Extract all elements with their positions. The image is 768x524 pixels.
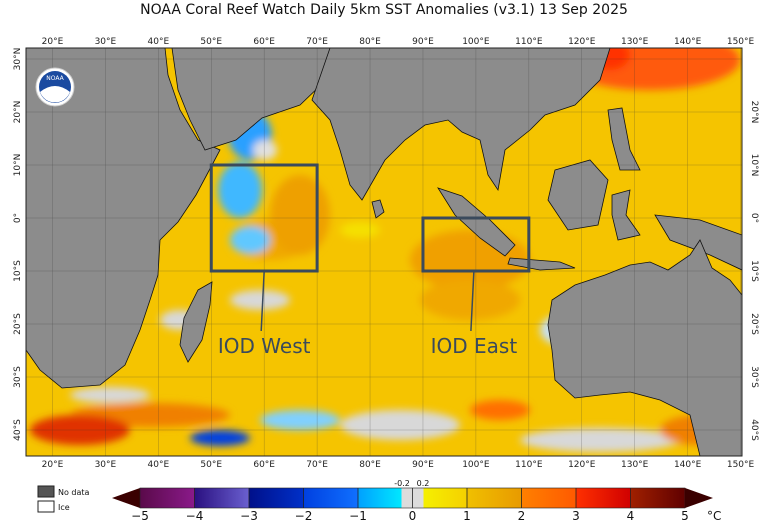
lon-tick-top: 70°E [306, 37, 328, 47]
lat-tick-right: 40°S [749, 419, 759, 441]
lat-tick-left: 20°S [13, 313, 23, 335]
colorbar-label: −1 [349, 509, 367, 523]
svg-text:NOAA: NOAA [46, 75, 64, 82]
lon-tick-bottom: 120°E [568, 460, 596, 470]
lon-tick-top: 100°E [462, 37, 490, 47]
lat-tick-left: 40°S [13, 419, 23, 441]
lat-tick-right: 0° [749, 213, 759, 223]
lon-tick-bottom: 140°E [674, 460, 702, 470]
java [507, 257, 576, 271]
colorbar-label: 5 [681, 509, 689, 523]
lon-tick-top: 120°E [568, 37, 596, 47]
region-boxes: IOD West IOD East [209, 163, 531, 358]
colorbar-label: 4 [627, 509, 635, 523]
lon-tick-bottom: 30°E [95, 460, 117, 470]
noaa-logo: NOAA [35, 67, 75, 107]
lon-tick-top: 50°E [200, 37, 222, 47]
graticule [26, 48, 742, 456]
lon-tick-top: 90°E [412, 37, 434, 47]
lon-tick-bottom: 40°E [148, 460, 170, 470]
lon-tick-bottom: 90°E [412, 460, 434, 470]
legend: No data Ice [37, 485, 90, 513]
colorbar-high-extension [685, 488, 713, 508]
colorbar-unit: °C [707, 509, 721, 523]
lat-tick-left: 10°S [13, 260, 23, 282]
colorbar-low-extension [112, 488, 140, 508]
lon-tick-top: 130°E [621, 37, 649, 47]
ice-label: Ice [58, 503, 70, 512]
colorbar-label: 0 [409, 509, 417, 523]
ice-swatch [37, 500, 55, 513]
india-asia [311, 48, 611, 201]
lon-tick-bottom: 70°E [306, 460, 328, 470]
lat-tick-left: 20°N [13, 101, 23, 124]
lat-tick-left: 30°S [13, 366, 23, 388]
colorbar-label: 2 [518, 509, 526, 523]
lat-tick-left: 30°N [13, 48, 23, 71]
map-title: NOAA Coral Reef Watch Daily 5km SST Anom… [140, 2, 628, 18]
lon-tick-bottom: 60°E [253, 460, 275, 470]
lon-tick-top: 30°E [95, 37, 117, 47]
australia [547, 239, 742, 456]
lat-tick-left: 10°N [13, 154, 23, 177]
lat-tick-right: 10°N [749, 154, 759, 177]
colorbar-label: −2 [295, 509, 313, 523]
lon-tick-bottom: 20°E [42, 460, 64, 470]
colorbar-label: 3 [572, 509, 580, 523]
no-data-swatch [37, 485, 55, 498]
lon-tick-bottom: 50°E [200, 460, 222, 470]
lat-tick-right: 20°S [749, 313, 759, 335]
lat-tick-left: 0° [13, 213, 23, 223]
no-data-label: No data [58, 488, 90, 497]
colorbar-label-pos02: 0.2 [417, 479, 430, 488]
colorbar-label: −3 [240, 509, 258, 523]
lon-tick-top: 150°E [727, 37, 755, 47]
lon-tick-bottom: 100°E [462, 460, 490, 470]
madagascar [179, 281, 213, 363]
lon-tick-top: 110°E [515, 37, 543, 47]
region-leader-line [260, 270, 265, 332]
lon-tick-bottom: 110°E [515, 460, 543, 470]
lon-tick-top: 60°E [253, 37, 275, 47]
colorbar-label: −4 [186, 509, 204, 523]
colorbar-label: 1 [463, 509, 471, 523]
colorbar-label-neg02: -0.2 [394, 479, 410, 488]
map-frame [25, 47, 743, 457]
colorbar: −5 −4 −3 −2 −1 0 1 2 3 4 5 -0.2 0.2 °C [112, 479, 721, 523]
lon-tick-top: 40°E [148, 37, 170, 47]
lat-tick-right: 20°N [749, 101, 759, 124]
lon-tick-top: 80°E [359, 37, 381, 47]
region-label: IOD East [431, 334, 518, 358]
lon-tick-top: 140°E [674, 37, 702, 47]
colorbar-label: −5 [131, 509, 149, 523]
lon-tick-top: 20°E [42, 37, 64, 47]
region-label: IOD West [218, 334, 311, 358]
lon-tick-bottom: 130°E [621, 460, 649, 470]
lat-tick-right: 10°S [749, 260, 759, 282]
lon-tick-bottom: 80°E [359, 460, 381, 470]
sri-lanka [371, 199, 385, 219]
borneo [547, 159, 609, 231]
lat-tick-right: 30°S [749, 366, 759, 388]
map-area [26, 48, 742, 456]
sulawesi [611, 189, 641, 241]
axis-ticks: 20°E 20°E 30°E 30°E 40°E 40°E 50°E 50°E 60°E 60°E… [13, 37, 759, 470]
region-box-1 [421, 216, 531, 273]
region-leader-line [470, 270, 475, 332]
lon-tick-bottom: 150°E [727, 460, 755, 470]
philippines [607, 107, 641, 171]
